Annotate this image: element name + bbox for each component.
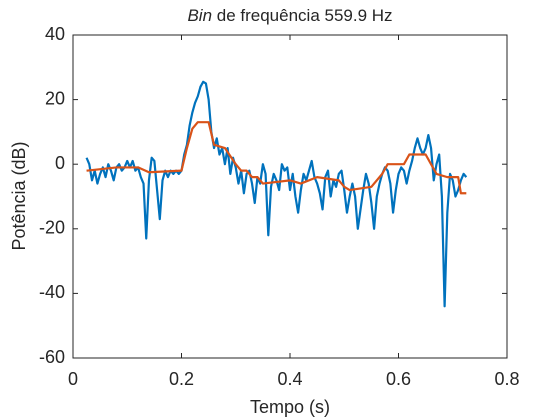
x-axis-label: Tempo (s): [250, 397, 330, 417]
x-tick-label: 0.4: [277, 369, 302, 389]
y-tick-label: 0: [55, 153, 65, 173]
plot-area: [72, 34, 508, 359]
y-tick-label: 40: [45, 24, 65, 44]
y-tick-label: -40: [39, 282, 65, 302]
x-tick-label: 0.8: [494, 369, 519, 389]
y-axis-label: Potência (dB): [9, 141, 29, 250]
y-tick-label: 20: [45, 88, 65, 108]
line-series: [86, 121, 467, 195]
y-tick-label: -20: [39, 218, 65, 238]
x-tick-label: 0: [68, 369, 78, 389]
x-tick-label: 0.2: [169, 369, 194, 389]
x-tick-label: 0.6: [386, 369, 411, 389]
y-tick-label: -60: [39, 347, 65, 367]
chart-title: Bin de frequência 559.9 Hz: [187, 6, 392, 25]
